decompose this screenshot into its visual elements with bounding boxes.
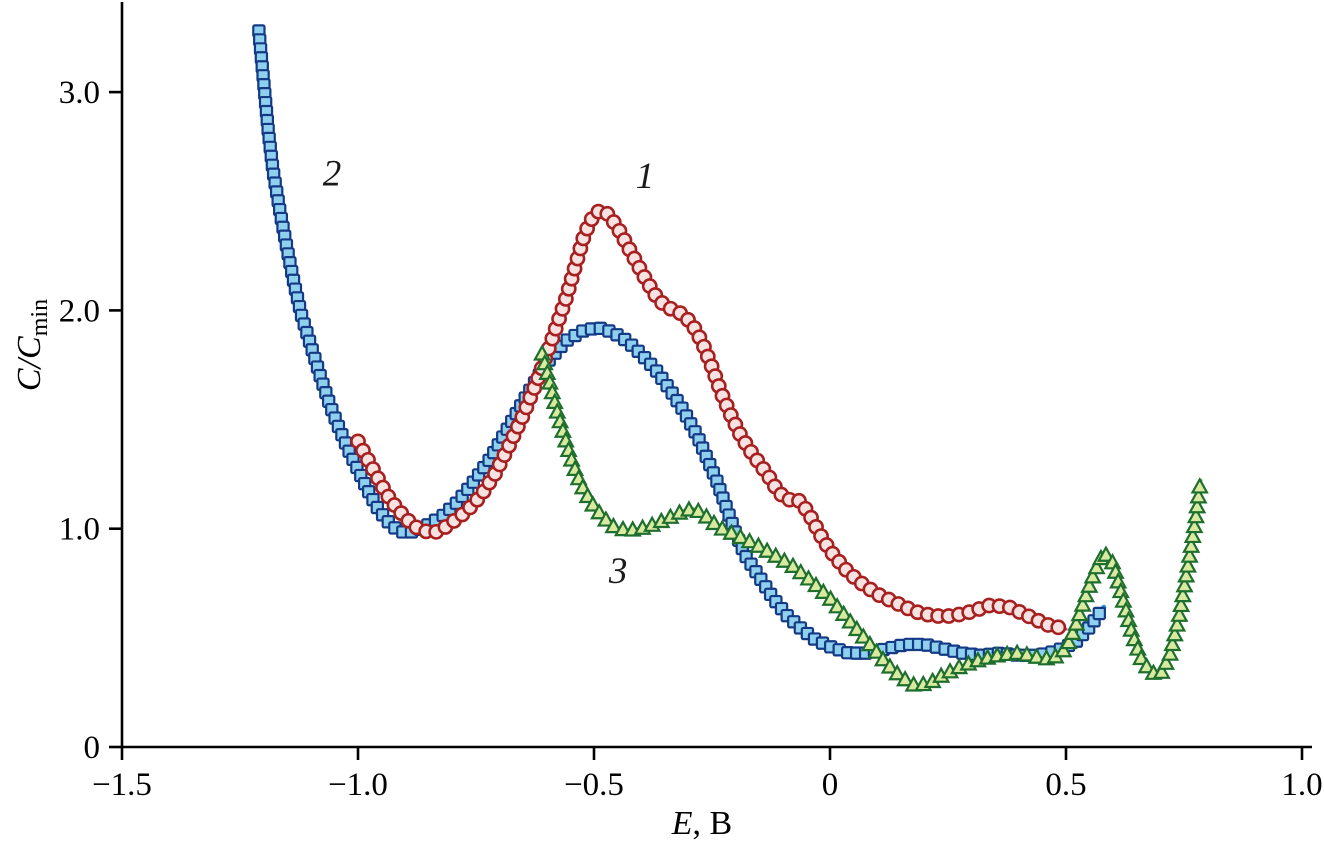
svg-text:1.0: 1.0 bbox=[1281, 767, 1322, 803]
svg-text:1: 1 bbox=[636, 156, 655, 197]
svg-text:2.0: 2.0 bbox=[59, 293, 100, 329]
y-axis-label-main: C/C bbox=[11, 336, 48, 392]
svg-text:1.0: 1.0 bbox=[59, 512, 100, 548]
svg-text:3: 3 bbox=[608, 551, 628, 592]
x-axis-label-unit: , В bbox=[692, 805, 733, 842]
svg-text:0: 0 bbox=[822, 767, 839, 803]
x-axis-label: E, В bbox=[672, 805, 732, 843]
y-axis-label-sub: min bbox=[27, 298, 53, 337]
svg-text:2: 2 bbox=[323, 154, 342, 195]
y-axis-label: C/Cmin bbox=[11, 299, 53, 392]
svg-text:−0.5: −0.5 bbox=[564, 767, 624, 803]
svg-text:−1.5: −1.5 bbox=[92, 767, 152, 803]
x-axis-label-symbol: E bbox=[671, 805, 693, 842]
svg-text:0.5: 0.5 bbox=[1045, 767, 1086, 803]
svg-text:−1.0: −1.0 bbox=[328, 767, 388, 803]
svg-text:3.0: 3.0 bbox=[59, 75, 100, 111]
svg-text:0: 0 bbox=[84, 730, 101, 766]
